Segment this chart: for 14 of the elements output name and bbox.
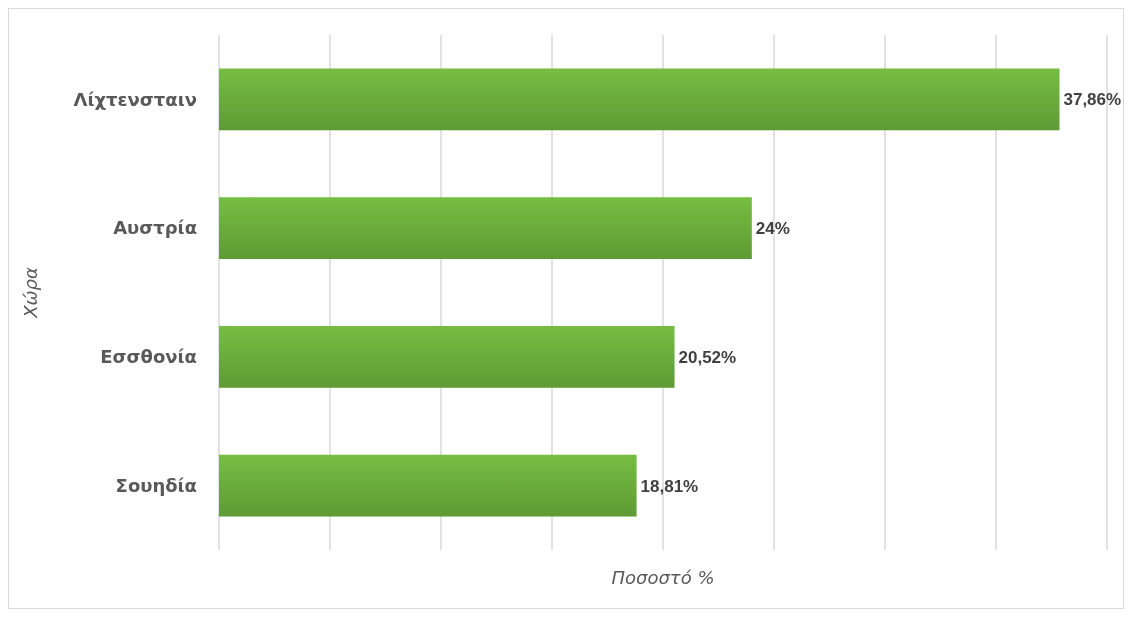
y-tick-label: Σουηδία (115, 474, 197, 496)
data-label: 37,86% (1063, 90, 1122, 110)
data-label: 20,52% (678, 347, 737, 367)
x-axis-title: Ποσοστό % (611, 567, 715, 588)
y-tick-label: Λίχτενσταιν (73, 88, 197, 110)
y-tick-label: Αυστρία (113, 217, 197, 239)
bar (219, 454, 637, 517)
y-tick-label: Εσσθονία (100, 346, 197, 368)
data-label: 18,81% (640, 476, 699, 496)
bar (219, 197, 752, 260)
bar (219, 68, 1060, 131)
bar (219, 325, 675, 388)
y-axis-title: Χώρα (20, 267, 41, 319)
data-label: 24% (755, 219, 790, 239)
